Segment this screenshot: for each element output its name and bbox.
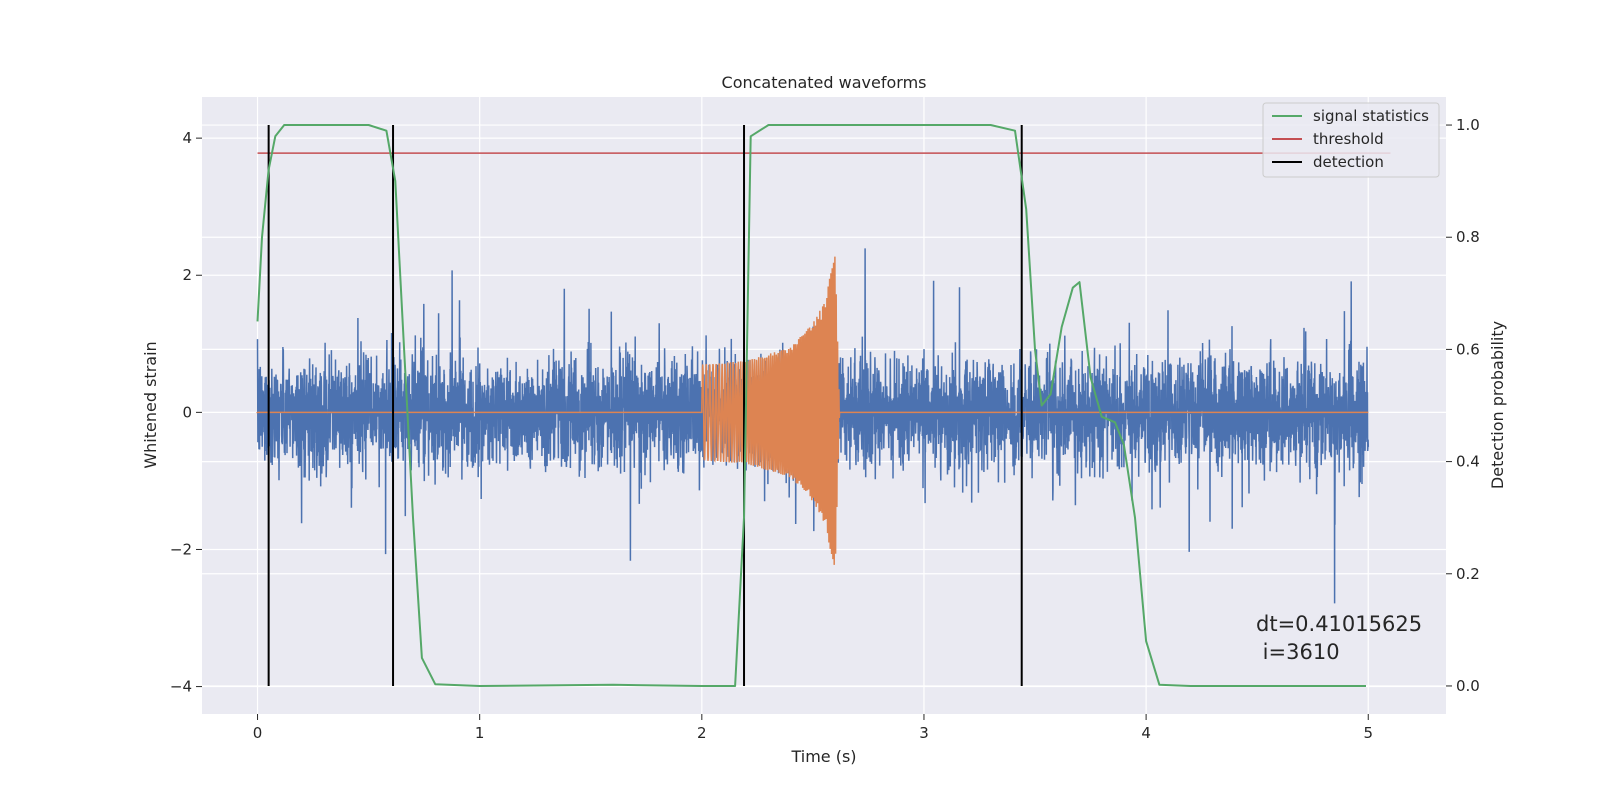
x-tick-label: 0	[253, 724, 263, 742]
y-right-tick-label: 0.6	[1456, 340, 1480, 358]
y-left-tick-label: 4	[182, 129, 192, 147]
y-left-tick-label: −4	[170, 678, 192, 696]
x-tick-label: 1	[475, 724, 485, 742]
chart-title: Concatenated waveforms	[722, 73, 927, 92]
annotation-i: i=3610	[1256, 640, 1340, 664]
x-tick-label: 2	[697, 724, 707, 742]
legend-label-threshold: threshold	[1313, 130, 1384, 148]
x-axis-label: Time (s)	[790, 747, 856, 766]
series-layer	[255, 124, 1391, 687]
y-right-tick-label: 1.0	[1456, 116, 1480, 134]
legend: signal statistics threshold detection	[1262, 102, 1440, 178]
x-tick-label: 4	[1141, 724, 1151, 742]
signal-statistics-series	[256, 124, 1366, 687]
y-axis-label-left: Whitened strain	[141, 341, 160, 468]
legend-label-detection: detection	[1313, 153, 1384, 171]
ticks: 0 1 2 3 4 5 −4 −2 0 2 4 0.0 0.2 0.4 0.6 0.8 1.0	[170, 116, 1480, 742]
x-tick-label: 5	[1363, 724, 1373, 742]
template-series	[255, 256, 1369, 565]
y-axis-label-right: Detection probability	[1488, 321, 1507, 489]
y-left-tick-label: 0	[182, 403, 192, 421]
legend-box	[1262, 102, 1440, 178]
y-right-tick-label: 0.8	[1456, 228, 1480, 246]
y-left-tick-label: −2	[170, 540, 192, 558]
y-right-tick-label: 0.0	[1456, 677, 1480, 695]
y-left-tick-label: 2	[182, 266, 192, 284]
y-right-tick-label: 0.4	[1456, 453, 1480, 471]
legend-label-signal-statistics: signal statistics	[1313, 107, 1429, 125]
annotation-dt: dt=0.41015625	[1256, 612, 1422, 636]
x-tick-label: 3	[919, 724, 929, 742]
y-right-tick-label: 0.2	[1456, 565, 1480, 583]
